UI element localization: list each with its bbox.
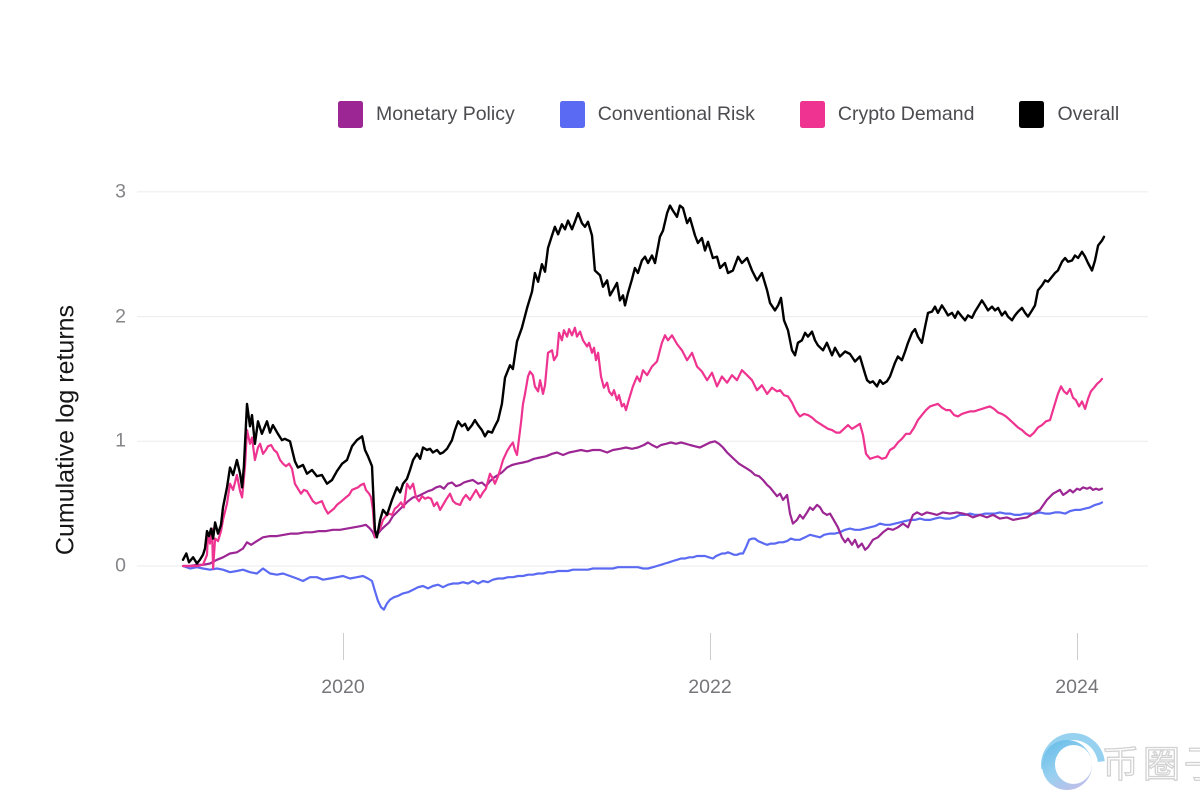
x-tick-mark-2022: [710, 633, 711, 660]
legend-swatch-conventional-risk: [559, 101, 585, 128]
legend-item-crypto-demand: Crypto Demand: [799, 101, 975, 128]
x-tick-label-2024: 2024: [1055, 676, 1099, 698]
legend-swatch-monetary-policy: [338, 101, 363, 128]
legend-label: Monetary Policy: [376, 103, 515, 125]
legend-label: Conventional Risk: [597, 103, 755, 125]
watermark: 币圈子: [1028, 720, 1200, 800]
legend-swatch-overall: [1019, 101, 1045, 128]
series-line-overall: [181, 204, 1106, 565]
series-line-monetary-policy: [181, 440, 1104, 568]
series-line-crypto-demand: [181, 326, 1104, 570]
watermark-text: 币圈子: [1101, 742, 1200, 786]
series-line-conventional-risk: [181, 501, 1104, 611]
y-tick-label-2: 2: [115, 305, 126, 328]
legend-item-monetary-policy: Monetary Policy: [338, 101, 515, 128]
watermark-logo-icon: [1028, 720, 1118, 800]
chart-legend: Monetary Policy Conventional Risk Crypto D…: [338, 101, 1119, 128]
y-tick-label-0: 0: [115, 554, 126, 577]
watermark-ring-icon: [1042, 740, 1092, 790]
x-tick-label-2022: 2022: [688, 676, 732, 698]
x-tick-mark-2020: [343, 633, 344, 660]
legend-swatch-crypto-demand: [799, 101, 825, 128]
legend-item-conventional-risk: Conventional Risk: [559, 101, 755, 128]
legend-item-overall: Overall: [1019, 101, 1119, 128]
y-tick-label-1: 1: [115, 429, 126, 452]
legend-label: Crypto Demand: [837, 103, 975, 125]
x-tick-label-2020: 2020: [321, 676, 365, 698]
x-tick-mark-2024: [1077, 633, 1078, 660]
legend-label: Overall: [1057, 103, 1120, 125]
y-tick-label-3: 3: [115, 180, 126, 203]
